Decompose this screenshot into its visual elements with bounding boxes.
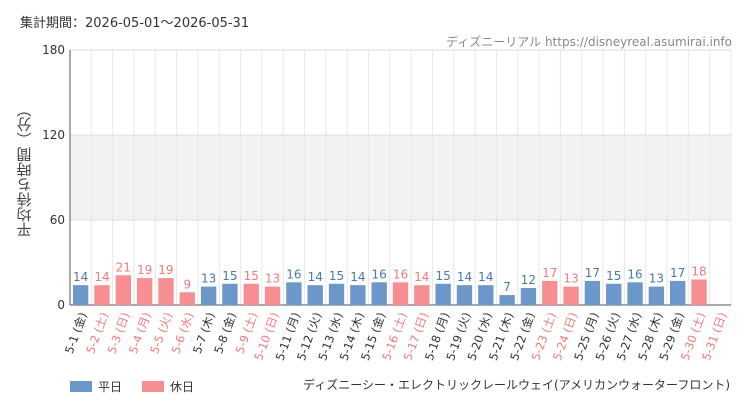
bar	[307, 285, 323, 305]
y-tick-label: 0	[57, 298, 65, 312]
value-label: 14	[478, 270, 493, 284]
bar	[520, 288, 537, 305]
value-label: 16	[627, 267, 642, 281]
bar	[456, 285, 473, 305]
bar	[627, 282, 643, 305]
value-label: 15	[222, 269, 237, 283]
value-label: 16	[372, 267, 387, 281]
x-tick-labels: 5-1 (金)5-2 (土)5-3 (日)5-4 (月)5-5 (火)5-6 (…	[62, 310, 730, 362]
site-credit: ディズニーリアル https://disneyreal.asumirai.inf…	[446, 35, 732, 49]
value-label: 14	[308, 270, 323, 284]
value-label: 13	[563, 272, 578, 286]
value-label: 14	[94, 270, 109, 284]
value-label: 15	[606, 269, 621, 283]
bar	[392, 282, 409, 305]
y-tick-label: 120	[42, 128, 65, 142]
value-label: 12	[521, 273, 536, 287]
bar	[670, 280, 686, 305]
legend-holiday-swatch	[142, 381, 165, 392]
bar	[648, 286, 665, 305]
bar	[158, 278, 174, 305]
bar	[414, 285, 430, 305]
value-label: 19	[137, 263, 152, 277]
value-label: 21	[116, 260, 131, 274]
bars	[72, 275, 707, 305]
value-label: 17	[585, 266, 600, 280]
bar	[350, 285, 366, 305]
value-label: 14	[457, 270, 472, 284]
y-tick-labels: 0 60 120 180	[42, 43, 65, 312]
bar	[136, 278, 153, 305]
bar	[222, 283, 238, 305]
value-labels: 14 14 21 19 19 9 13 15 15 13 16 14 15 14 16 16 14 15 14 14 7…	[73, 260, 707, 294]
y-tick-label: 180	[42, 43, 65, 57]
value-label: 15	[436, 269, 451, 283]
bar	[606, 283, 622, 305]
bar	[264, 286, 281, 305]
value-label: 17	[670, 266, 685, 280]
period-label: 集計期間：2026-05-01～2026-05-31	[20, 16, 250, 31]
value-label: 16	[286, 267, 301, 281]
bar	[542, 280, 558, 305]
y-tick-label: 60	[50, 213, 65, 227]
value-label: 9	[183, 277, 191, 291]
bar	[563, 286, 579, 305]
value-label: 16	[393, 267, 408, 281]
bar	[179, 292, 195, 305]
bar	[328, 283, 345, 305]
bar	[94, 285, 110, 305]
bar	[691, 279, 707, 305]
value-label: 7	[503, 280, 511, 294]
bar	[435, 283, 451, 305]
value-label: 14	[73, 270, 88, 284]
bar	[286, 282, 302, 305]
value-label: 19	[158, 263, 173, 277]
legend-weekday[interactable]: 平日	[70, 378, 122, 395]
attraction-name: ディズニーシー・エレクトリックレールウェイ(アメリカンウォーターフロント)	[303, 378, 730, 392]
value-label: 14	[414, 270, 429, 284]
bar	[499, 295, 515, 305]
value-label: 15	[244, 269, 259, 283]
value-label: 13	[265, 272, 280, 286]
bar	[243, 283, 259, 305]
bar	[200, 286, 217, 305]
value-label: 15	[329, 269, 344, 283]
legend: 平日 休日	[70, 378, 194, 395]
bar	[115, 275, 131, 305]
legend-holiday-label: 休日	[170, 380, 195, 394]
value-label: 14	[350, 270, 365, 284]
value-label: 18	[691, 265, 706, 279]
bar	[371, 282, 387, 305]
bar	[72, 285, 89, 305]
bar	[478, 285, 494, 305]
bar	[584, 280, 601, 305]
value-label: 17	[542, 266, 557, 280]
value-label: 13	[201, 272, 216, 286]
legend-weekday-swatch	[70, 381, 92, 392]
legend-weekday-label: 平日	[98, 380, 123, 394]
legend-holiday[interactable]: 休日	[142, 378, 194, 395]
shaded-band	[70, 135, 731, 220]
value-label: 13	[649, 272, 664, 286]
